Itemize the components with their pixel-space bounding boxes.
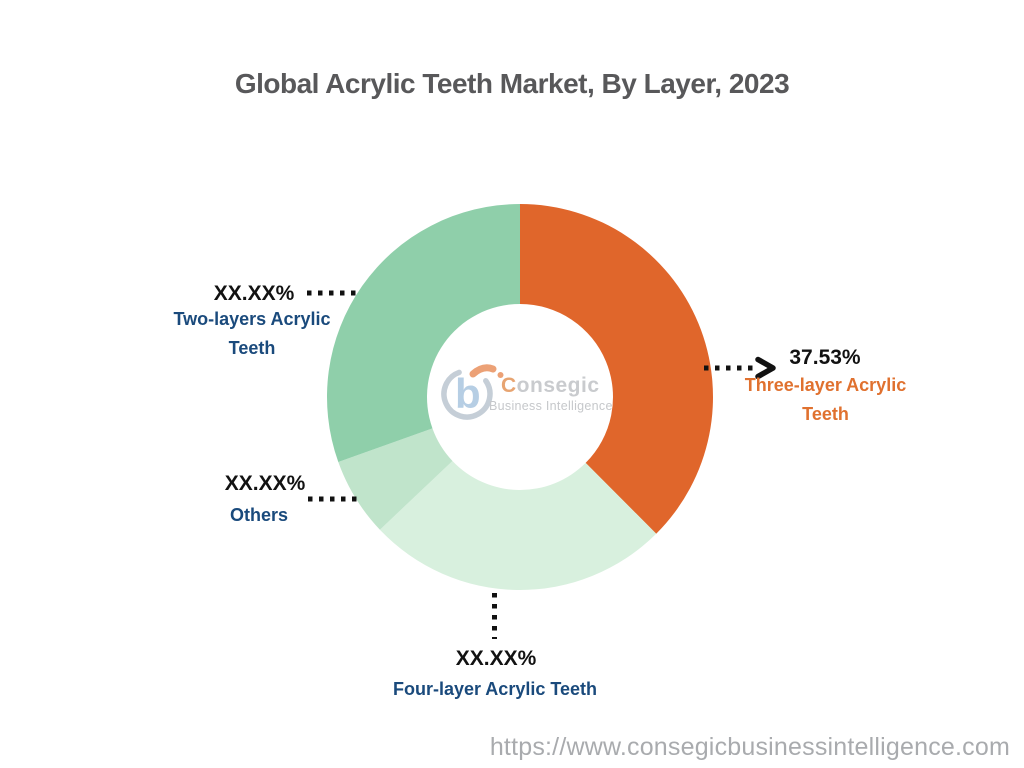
logo-tagline-text: Business Intelligence — [489, 399, 613, 413]
arrow-right-icon — [755, 356, 776, 380]
three-layer-pct-label: 37.53% — [789, 346, 861, 369]
four-layer-name-label: Four-layer Acrylic Teeth — [392, 679, 598, 699]
two-layers-pct-label: XX.XX% — [213, 282, 295, 305]
two-layers-name-label: Two-layers Acrylic Teeth — [173, 309, 331, 358]
source-url: https://www.consegicbusinessintelligence… — [489, 733, 1010, 761]
logo-brand-text: Consegic — [501, 374, 600, 397]
consegic-logo-icon: b — [441, 364, 504, 420]
svg-text:b: b — [455, 370, 481, 417]
donut-slice-3 — [327, 204, 520, 463]
others-pct-label: XX.XX% — [224, 472, 306, 495]
four-layer-pct-label: XX.XX% — [455, 647, 537, 670]
chart-title: Global Acrylic Teeth Market, By Layer, 2… — [234, 68, 790, 99]
donut-slice-2 — [338, 428, 453, 530]
others-name-label: Others — [229, 505, 289, 525]
donut-slices — [327, 204, 713, 591]
donut-slice-1 — [379, 460, 657, 591]
donut-slice-0 — [520, 204, 713, 534]
consegic-logo: b Consegic Business Intelligence — [437, 360, 627, 430]
three-layer-name-label: Three-layer Acrylic Teeth — [744, 375, 907, 424]
